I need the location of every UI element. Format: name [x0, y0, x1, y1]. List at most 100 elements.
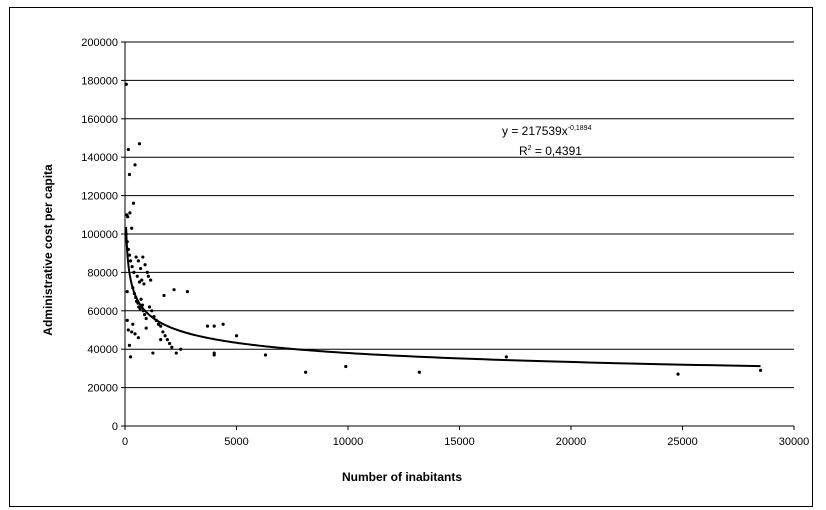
data-point — [170, 345, 174, 349]
data-point — [139, 297, 143, 301]
data-point — [168, 341, 172, 346]
data-point — [205, 324, 210, 328]
data-point — [417, 370, 421, 374]
y-tick-label: 140000 — [81, 152, 118, 164]
data-point — [134, 255, 138, 259]
data-point — [143, 263, 147, 267]
data-point — [143, 313, 147, 317]
data-point — [124, 82, 128, 86]
data-point — [132, 270, 136, 274]
data-point — [126, 328, 130, 332]
data-point — [145, 270, 149, 274]
data-point — [127, 253, 132, 257]
y-tick-label: 40000 — [87, 344, 118, 356]
data-point — [163, 334, 167, 338]
data-point — [212, 353, 216, 357]
x-axis-ticks: 0 5000 10000 15000 20000 25000 30000 — [122, 426, 809, 448]
y-tick-label: 160000 — [81, 114, 118, 126]
trendline-r-squared: R2 = 0,4391 — [519, 144, 582, 158]
data-point — [133, 163, 137, 167]
data-point — [128, 211, 132, 215]
data-point — [125, 318, 129, 322]
data-point — [147, 305, 152, 309]
data-point — [131, 201, 136, 205]
data-point — [127, 172, 132, 177]
x-tick-label: 20000 — [556, 436, 587, 448]
gridlines — [125, 41, 794, 389]
x-tick-label: 15000 — [444, 436, 475, 448]
data-point — [161, 330, 165, 334]
trendline-equation-exponent: -0,1894 — [568, 125, 592, 132]
x-tick-label: 25000 — [667, 436, 698, 448]
trendline-equation-base: y = 217539x — [502, 124, 568, 138]
scatter-chart: 0200004000060000800001000001200001400001… — [41, 37, 809, 484]
data-point — [149, 278, 153, 282]
data-point — [137, 280, 142, 284]
data-point — [126, 215, 130, 219]
r-squared-superscript: 2 — [528, 145, 532, 152]
data-point — [676, 372, 680, 376]
x-axis-label: Number of inabitants — [342, 470, 462, 484]
data-point — [150, 309, 154, 313]
data-point — [141, 255, 145, 259]
data-point — [159, 324, 163, 328]
data-point — [185, 290, 190, 294]
data-point — [126, 147, 130, 152]
data-point — [263, 353, 268, 357]
data-point — [344, 364, 348, 369]
trendline — [125, 226, 761, 368]
data-point — [221, 322, 225, 326]
data-point — [128, 355, 133, 359]
r-squared-label: R — [519, 144, 528, 158]
data-point — [162, 293, 166, 298]
data-point — [144, 326, 148, 330]
y-tick-label: 80000 — [87, 267, 118, 279]
y-axis-ticks: 0 20000 40000 60000 80000 100000 120000 140000 1… — [81, 37, 125, 433]
data-point — [133, 332, 137, 336]
data-point — [304, 370, 308, 374]
data-point — [135, 274, 139, 278]
r-squared-value: = 0,4391 — [532, 144, 583, 158]
data-point — [234, 334, 239, 338]
x-tick-label: 0 — [122, 436, 128, 448]
data-point — [179, 347, 183, 351]
data-point — [174, 351, 178, 355]
data-point — [172, 288, 176, 292]
data-point — [138, 307, 142, 311]
data-point — [139, 266, 143, 271]
y-tick-label: 0 — [112, 421, 118, 433]
data-point — [151, 351, 155, 355]
data-point — [504, 355, 508, 359]
data-point — [130, 226, 134, 230]
x-tick-label: 10000 — [333, 436, 364, 448]
x-tick-label: 30000 — [779, 436, 810, 448]
data-point — [127, 343, 132, 347]
chart-frame: 0 20000 40000 60000 80000 100000 120000 140000 1… — [9, 7, 813, 507]
trendline-equation: y = 217539x-0,1894 — [502, 124, 592, 138]
data-point — [165, 338, 169, 342]
y-tick-label: 200000 — [81, 37, 118, 49]
y-tick-label: 60000 — [87, 306, 118, 318]
data-point — [137, 142, 142, 146]
data-point — [758, 368, 763, 372]
data-point — [146, 274, 151, 278]
data-point — [130, 265, 134, 269]
data-point — [131, 322, 135, 326]
data-point — [136, 259, 140, 263]
data-point — [136, 336, 140, 340]
data-point — [144, 316, 148, 321]
x-tick-label: 5000 — [224, 436, 248, 448]
y-tick-label: 120000 — [81, 191, 118, 203]
data-points — [124, 82, 763, 376]
data-point — [156, 322, 161, 326]
y-tick-label: 100000 — [81, 229, 118, 241]
y-axis-label: Administrative cost per capita — [41, 164, 55, 336]
data-point — [130, 330, 134, 334]
power-trendline — [125, 226, 761, 368]
y-tick-label: 180000 — [81, 75, 118, 87]
y-tick-label: 20000 — [87, 383, 118, 395]
data-point — [128, 259, 133, 263]
data-point — [212, 324, 216, 328]
data-point — [159, 338, 163, 342]
data-point — [140, 278, 144, 282]
